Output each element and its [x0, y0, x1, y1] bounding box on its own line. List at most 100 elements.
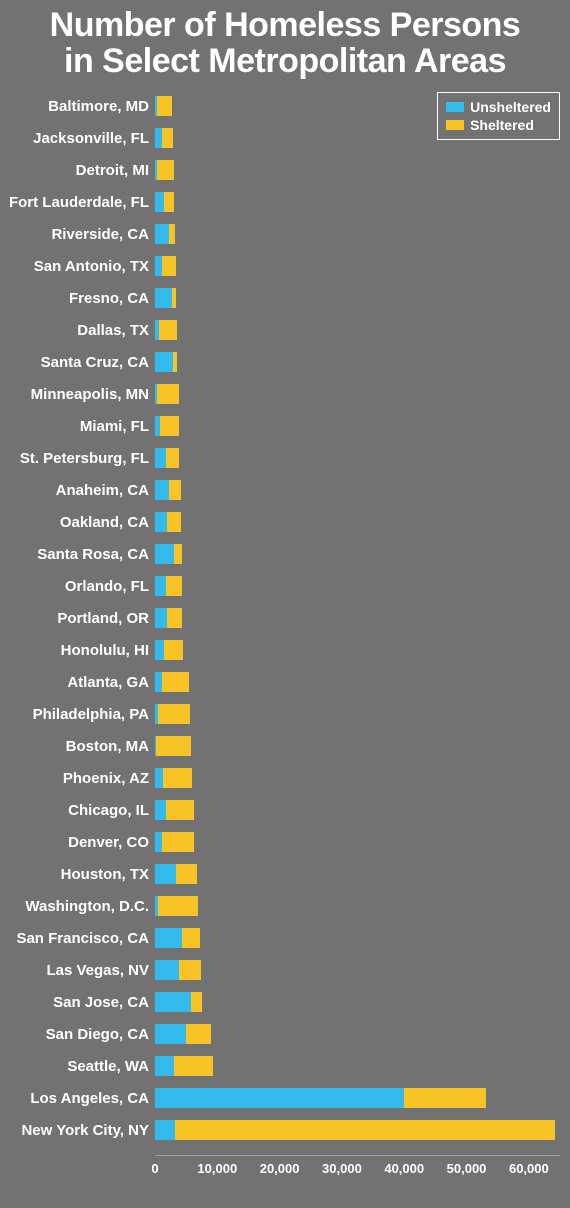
bar-segment-unsheltered	[155, 1056, 174, 1076]
bar-segment-unsheltered	[155, 352, 173, 372]
bar-row: Houston, TX	[0, 864, 570, 884]
bar-segment-sheltered	[162, 832, 193, 852]
bar-segment-sheltered	[172, 288, 176, 308]
bar-segment-sheltered	[166, 448, 180, 468]
bar-segment-sheltered	[162, 672, 188, 692]
category-label: Jacksonville, FL	[0, 130, 155, 147]
bar-row: New York City, NY	[0, 1120, 570, 1140]
legend-swatch	[446, 120, 464, 130]
bar-row: Miami, FL	[0, 416, 570, 436]
bar-segment-sheltered	[162, 256, 176, 276]
bar-row: Los Angeles, CA	[0, 1088, 570, 1108]
bar-row: Seattle, WA	[0, 1056, 570, 1076]
category-label: Phoenix, AZ	[0, 770, 155, 787]
x-tick-label: 50,000	[447, 1161, 487, 1176]
bar-segment-sheltered	[157, 384, 179, 404]
bar-segment-unsheltered	[155, 1088, 404, 1108]
bar-segment-sheltered	[186, 1024, 211, 1044]
category-label: Philadelphia, PA	[0, 706, 155, 723]
bar-segment-unsheltered	[155, 480, 169, 500]
bar-segment-sheltered	[174, 1056, 213, 1076]
category-label: Boston, MA	[0, 738, 155, 755]
bar-segment-sheltered	[164, 640, 183, 660]
category-label: Honolulu, HI	[0, 642, 155, 659]
bar-segment-unsheltered	[155, 608, 167, 628]
bar-segment-sheltered	[169, 480, 180, 500]
bar-segment-sheltered	[166, 576, 183, 596]
category-label: Las Vegas, NV	[0, 962, 155, 979]
bar-segment-sheltered	[166, 800, 194, 820]
legend-item: Sheltered	[446, 117, 551, 133]
category-label: Minneapolis, MN	[0, 386, 155, 403]
bar-segment-unsheltered	[155, 192, 164, 212]
bar-segment-sheltered	[175, 1120, 555, 1140]
category-label: New York City, NY	[0, 1122, 155, 1139]
bar-segment-unsheltered	[155, 832, 162, 852]
category-label: San Antonio, TX	[0, 258, 155, 275]
bar-segment-unsheltered	[155, 800, 166, 820]
category-label: Santa Rosa, CA	[0, 546, 155, 563]
legend: UnshelteredSheltered	[437, 92, 560, 140]
x-tick-label: 10,000	[197, 1161, 237, 1176]
category-label: Denver, CO	[0, 834, 155, 851]
bar-segment-sheltered	[404, 1088, 486, 1108]
bar-segment-unsheltered	[155, 992, 191, 1012]
bar-segment-unsheltered	[155, 1024, 186, 1044]
bar-row: Portland, OR	[0, 608, 570, 628]
bar-segment-sheltered	[179, 960, 201, 980]
category-label: Miami, FL	[0, 418, 155, 435]
bar-segment-sheltered	[158, 704, 190, 724]
bar-row: Anaheim, CA	[0, 480, 570, 500]
bar-row: Denver, CO	[0, 832, 570, 852]
category-label: San Francisco, CA	[0, 930, 155, 947]
category-label: Fresno, CA	[0, 290, 155, 307]
category-label: Baltimore, MD	[0, 98, 155, 115]
bar-row: Philadelphia, PA	[0, 704, 570, 724]
category-label: St. Petersburg, FL	[0, 450, 155, 467]
bar-row: Detroit, MI	[0, 160, 570, 180]
bar-row: Orlando, FL	[0, 576, 570, 596]
bar-row: San Diego, CA	[0, 1024, 570, 1044]
bar-segment-sheltered	[182, 928, 200, 948]
bar-segment-unsheltered	[155, 640, 164, 660]
category-label: Chicago, IL	[0, 802, 155, 819]
bar-row: Honolulu, HI	[0, 640, 570, 660]
legend-label: Sheltered	[470, 117, 534, 133]
bar-row: San Antonio, TX	[0, 256, 570, 276]
bar-segment-sheltered	[191, 992, 203, 1012]
bar-segment-sheltered	[157, 160, 174, 180]
bar-row: Minneapolis, MN	[0, 384, 570, 404]
bar-segment-sheltered	[157, 96, 173, 116]
bar-row: Santa Rosa, CA	[0, 544, 570, 564]
bar-row: Las Vegas, NV	[0, 960, 570, 980]
bar-segment-sheltered	[173, 352, 177, 372]
bar-row: Atlanta, GA	[0, 672, 570, 692]
bar-segment-sheltered	[169, 224, 175, 244]
bars-container: Baltimore, MD Jacksonville, FL Detroit, MI…	[0, 90, 570, 1155]
bar-segment-sheltered	[176, 864, 197, 884]
bar-segment-sheltered	[159, 320, 176, 340]
bar-segment-unsheltered	[155, 960, 179, 980]
category-label: Seattle, WA	[0, 1058, 155, 1075]
bar-row: Boston, MA	[0, 736, 570, 756]
title-line-2: in Select Metropolitan Areas	[10, 44, 560, 80]
category-label: Fort Lauderdale, FL	[0, 194, 155, 211]
x-tick-label: 20,000	[260, 1161, 300, 1176]
x-tick-label: 60,000	[509, 1161, 549, 1176]
bar-row: Fresno, CA	[0, 288, 570, 308]
bar-segment-sheltered	[164, 192, 174, 212]
x-tick-label: 40,000	[384, 1161, 424, 1176]
bar-segment-unsheltered	[155, 512, 167, 532]
category-label: San Jose, CA	[0, 994, 155, 1011]
bar-segment-unsheltered	[155, 544, 174, 564]
bar-segment-sheltered	[156, 736, 191, 756]
bar-row: Santa Cruz, CA	[0, 352, 570, 372]
category-label: Riverside, CA	[0, 226, 155, 243]
bar-segment-unsheltered	[155, 448, 166, 468]
category-label: Orlando, FL	[0, 578, 155, 595]
category-label: San Diego, CA	[0, 1026, 155, 1043]
bar-segment-unsheltered	[155, 288, 172, 308]
bar-segment-unsheltered	[155, 672, 162, 692]
bar-row: Dallas, TX	[0, 320, 570, 340]
bar-segment-sheltered	[163, 768, 192, 788]
